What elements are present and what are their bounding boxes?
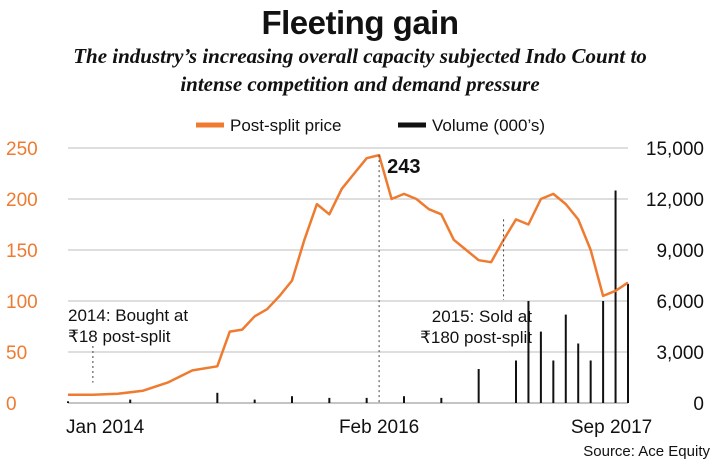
right-axis-tick-label: 3,000 (656, 343, 704, 364)
bought-annotation-text: ₹18 post-split (68, 327, 171, 346)
volume-bar (129, 399, 132, 403)
volume-bar (577, 343, 580, 403)
left-axis-tick-label: 0 (6, 394, 17, 415)
right-axis-tick-label: 15,000 (646, 139, 704, 160)
volume-bar (328, 397, 331, 403)
volume-bar (614, 190, 617, 403)
volume-bar (527, 301, 530, 403)
right-axis-tick-label: 12,000 (646, 190, 704, 211)
left-axis-tick-label: 200 (6, 190, 38, 211)
volume-bar (253, 399, 256, 403)
right-axis-tick-label: 9,000 (656, 241, 704, 262)
price-line (68, 153, 629, 397)
volume-bar (216, 392, 219, 403)
left-axis-tick-label: 100 (6, 292, 38, 313)
x-axis-tick-label: Feb 2016 (339, 417, 419, 438)
sold-annotation-text: ₹180 post-split (420, 328, 532, 347)
sold-annotation-text: 2015: Sold at (432, 307, 532, 326)
volume-bar (515, 360, 517, 403)
volume-bar (67, 401, 69, 403)
subtitle-line-1: The industry’s increasing overall capaci… (73, 44, 647, 68)
right-axis-tick-label: 6,000 (656, 292, 704, 313)
chart-subtitle: The industry’s increasing overall capaci… (0, 42, 720, 98)
volume-bar (589, 360, 592, 403)
volume-bar (403, 396, 405, 403)
volume-bar (539, 331, 542, 403)
x-axis-tick-label: Jan 2014 (66, 417, 145, 438)
volume-bar (552, 360, 555, 403)
volume-bar (627, 284, 629, 403)
chart-title: Fleeting gain (261, 4, 459, 41)
left-axis-tick-label: 250 (6, 139, 38, 160)
volume-bar (602, 301, 605, 403)
volume-bar (440, 397, 443, 403)
right-axis-tick-label: 0 (693, 394, 704, 415)
volume-bar (291, 396, 293, 403)
volume-bar (564, 314, 567, 403)
subtitle-line-2: intense competition and demand pressure (180, 72, 540, 96)
source-note: Source: Ace Equity (583, 443, 710, 460)
volume-bar (477, 369, 480, 403)
peak-annotation-label: 243 (387, 156, 420, 178)
bought-annotation-text: 2014: Bought at (68, 306, 188, 325)
legend-price-label: Post-split price (230, 116, 341, 135)
left-axis-tick-label: 150 (6, 241, 38, 262)
volume-bar (365, 397, 368, 403)
legend-volume-label: Volume (000’s) (432, 116, 545, 135)
left-axis-tick-label: 50 (6, 343, 27, 364)
x-axis-tick-label: Sep 2017 (571, 417, 652, 438)
